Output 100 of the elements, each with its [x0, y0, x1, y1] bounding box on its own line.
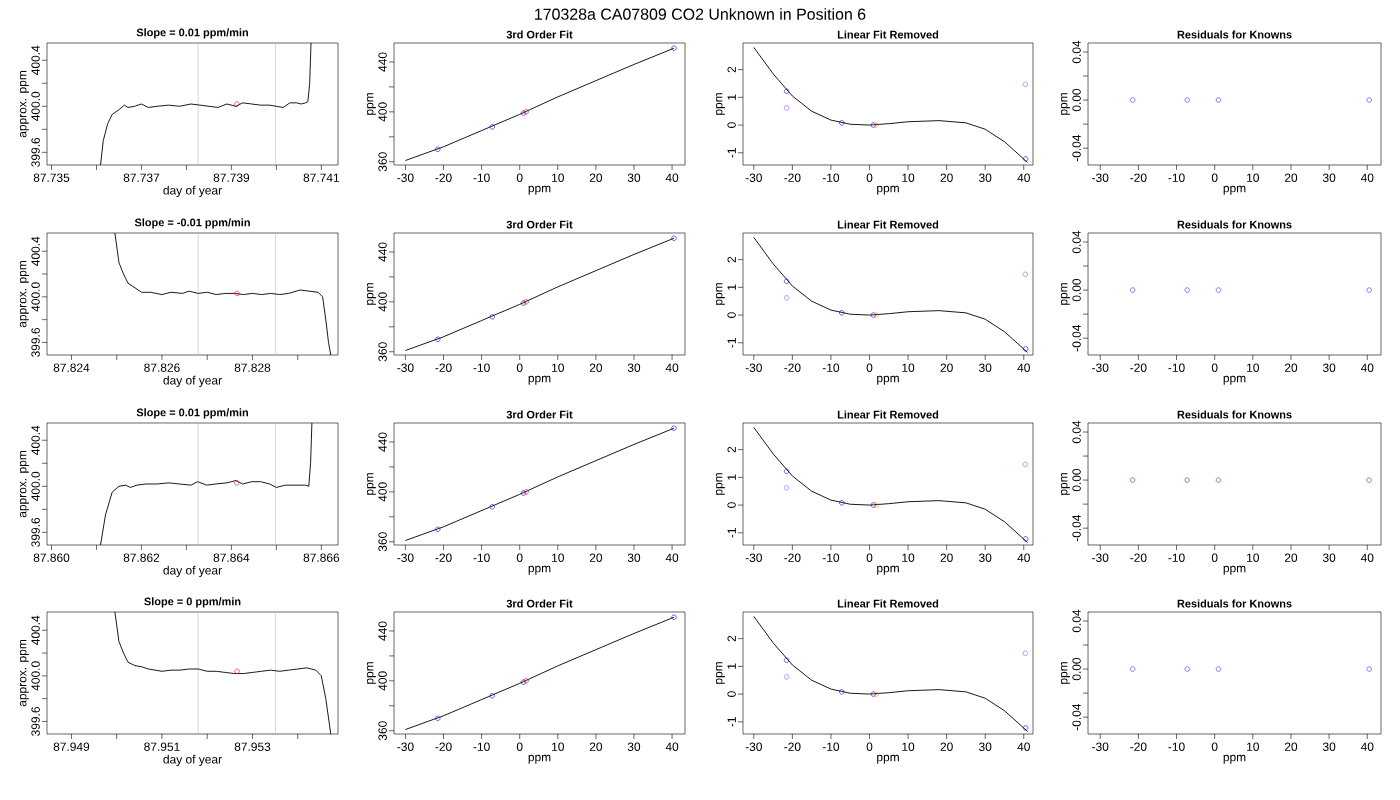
y-axis-title: ppm: [715, 283, 725, 305]
line-series: [404, 47, 675, 161]
x-tick-label: 10: [552, 363, 564, 372]
x-tick-label: 10: [1247, 742, 1260, 751]
x-tick-label: 40: [665, 363, 679, 372]
x-tick-label: 20: [1284, 742, 1298, 751]
chart-title: Slope = 0.01 ppm/min: [136, 408, 248, 419]
x-tick-label: 87.828: [234, 363, 271, 372]
chart-title: Slope = 0.01 ppm/min: [136, 28, 248, 39]
chart-title: Residuals for Knowns: [1177, 410, 1292, 419]
x-tick-label: -10: [1168, 553, 1185, 562]
x-tick-label: 20: [1284, 553, 1298, 562]
chart-title: Residuals for Knowns: [1177, 599, 1292, 608]
x-tick-label: 40: [1017, 173, 1030, 182]
y-tick-label: 0: [727, 312, 736, 318]
x-tick-label: 10: [1247, 553, 1260, 562]
x-tick-label: 30: [979, 742, 992, 751]
point: [435, 336, 441, 342]
y-tick-label: 440: [378, 52, 387, 72]
x-tick-label: -10: [1168, 742, 1185, 751]
x-axis-title: ppm: [528, 375, 551, 385]
x-tick-label: -30: [397, 173, 414, 182]
chart-title: 3rd Order Fit: [506, 410, 573, 419]
y-axis-title: ppm: [715, 473, 725, 495]
line-series: [753, 426, 1029, 543]
x-tick-label: -20: [784, 553, 801, 562]
x-tick-label: -20: [784, 173, 801, 182]
point: [839, 689, 845, 695]
x-axis-title: ppm: [1223, 754, 1246, 764]
y-tick-label: 440: [378, 432, 387, 452]
x-tick-label: 10: [902, 553, 915, 562]
x-tick-label: 30: [627, 363, 641, 372]
x-tick-label: 87.826: [144, 363, 180, 372]
y-tick-label: 0.00: [1072, 88, 1081, 112]
x-tick-label: 10: [552, 553, 564, 562]
x-tick-label: -30: [1092, 553, 1109, 562]
point: [1022, 81, 1028, 87]
x-tick-label: 0: [516, 173, 523, 182]
y-tick-label: 400.4: [31, 425, 40, 455]
x-tick-label: 0: [1211, 173, 1218, 182]
chart-title: Linear Fit Removed: [837, 599, 939, 608]
x-tick-label: 20: [1284, 363, 1298, 372]
x-tick-label: 20: [1284, 173, 1298, 182]
x-tick-label: 40: [665, 173, 679, 182]
x-tick-label: -30: [1092, 742, 1109, 751]
x-tick-label: -20: [435, 173, 452, 182]
x-tick-label: 87.862: [123, 553, 160, 562]
y-tick-label: 399.6: [31, 328, 40, 357]
y-tick-label: 400.0: [31, 91, 40, 121]
y-axis-title: ppm: [1060, 473, 1070, 495]
y-tick-label: 0: [727, 691, 736, 697]
x-tick-label: 20: [940, 173, 953, 182]
y-axis-title: approx. ppm: [19, 451, 29, 518]
line-series: [753, 46, 1029, 163]
y-axis-title: ppm: [366, 283, 376, 305]
x-tick-label: 40: [665, 742, 679, 751]
x-tick-label: 0: [516, 553, 523, 562]
x-tick-label: 40: [665, 553, 679, 562]
point: [783, 105, 790, 111]
x-tick-label: 30: [979, 553, 992, 562]
y-tick-label: 360: [378, 721, 387, 741]
point: [489, 314, 495, 320]
y-tick-label: 400.4: [31, 236, 40, 266]
x-tick-label: -30: [745, 363, 762, 372]
x-tick-label: -20: [435, 553, 452, 562]
point: [489, 504, 495, 510]
chart-title: Linear Fit Removed: [837, 30, 939, 39]
y-tick-label: 400: [378, 671, 387, 691]
point: [1022, 461, 1028, 467]
x-axis-title: day of year: [163, 185, 222, 197]
x-axis-title: ppm: [877, 754, 899, 764]
y-tick-label: 0: [727, 122, 736, 128]
x-tick-label: 30: [627, 742, 641, 751]
x-tick-label: 10: [902, 742, 915, 751]
y-tick-label: 440: [378, 621, 387, 641]
x-tick-label: 30: [1322, 742, 1336, 751]
y-tick-label: 1: [727, 284, 736, 290]
y-axis-title: ppm: [1060, 93, 1070, 115]
x-tick-label: 0: [1211, 363, 1218, 372]
chart-title: 3rd Order Fit: [506, 599, 573, 608]
y-tick-label: 1: [727, 94, 736, 100]
x-tick-label: 0: [1211, 742, 1218, 751]
y-tick-label: 2: [727, 256, 736, 263]
x-tick-label: 0: [866, 363, 873, 372]
point: [1023, 725, 1029, 731]
point: [783, 278, 790, 284]
y-tick-label: 0.04: [1072, 230, 1081, 254]
y-axis-title: approx. ppm: [19, 640, 29, 707]
y-tick-label: 400.0: [31, 282, 40, 312]
x-tick-label: -20: [784, 742, 801, 751]
x-tick-label: 87.739: [213, 173, 250, 182]
y-tick-label: 0.00: [1072, 468, 1081, 492]
y-axis-title: approx. ppm: [19, 261, 29, 328]
point: [1023, 536, 1029, 542]
x-tick-label: -10: [473, 363, 490, 372]
x-tick-label: -30: [397, 553, 414, 562]
x-tick-label: 40: [1017, 742, 1030, 751]
point: [783, 468, 790, 474]
x-tick-label: 10: [902, 173, 915, 182]
y-tick-label: 360: [378, 152, 387, 172]
